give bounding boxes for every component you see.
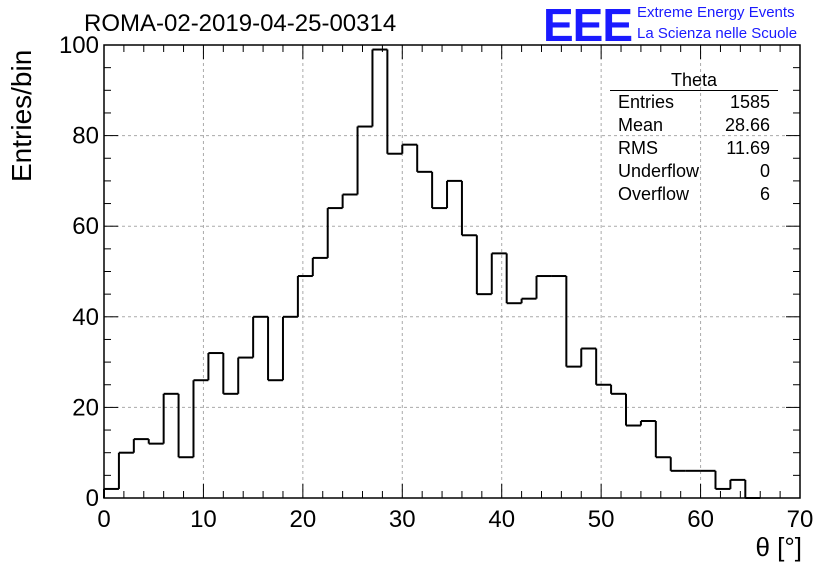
y-tick-label: 20	[72, 394, 99, 421]
axis-ticks	[103, 44, 801, 499]
stats-row-underflow: Underflow 0	[610, 160, 778, 183]
x-tick-label: 0	[97, 506, 110, 533]
x-tick-label: 10	[190, 506, 217, 533]
stats-row-overflow: Overflow 6	[610, 183, 778, 206]
stats-label: Mean	[618, 115, 664, 135]
y-tick-label: 0	[86, 485, 99, 512]
stats-label: RMS	[618, 138, 658, 158]
grid-lines	[104, 45, 800, 498]
run-title: ROMA-02-2019-04-25-00314	[84, 10, 397, 37]
x-tick-label: 20	[290, 506, 317, 533]
logo-line-2: La Scienza nelle Scuole	[637, 25, 798, 42]
eee-logo: EEE	[543, 0, 633, 51]
y-tick-label: 40	[72, 304, 99, 331]
stats-row-entries: Entries 1585	[610, 91, 778, 114]
y-tick-label: 80	[72, 123, 99, 150]
stats-value: 1585	[729, 92, 770, 112]
stats-row-rms: RMS 11.69	[610, 137, 778, 160]
histogram-series	[103, 48, 761, 499]
x-tick-label: 30	[389, 506, 416, 533]
stats-box: Theta Entries 1585 Mean 28.66 RMS 11.69 …	[610, 70, 778, 206]
x-tick-label: 70	[787, 506, 814, 533]
x-axis-label: θ [°]	[755, 532, 802, 562]
stats-row-mean: Mean 28.66	[610, 114, 778, 137]
logo-line-1: Extreme Energy Events	[637, 4, 795, 21]
stats-value: 28.66	[724, 115, 770, 135]
stats-label: Underflow	[618, 161, 700, 181]
stats-label: Entries	[618, 92, 675, 112]
stats-value: 6	[759, 184, 770, 204]
x-tick-label: 60	[687, 506, 714, 533]
stats-value: 0	[759, 161, 770, 181]
x-tick-label: 40	[488, 506, 515, 533]
stats-box-title: Theta	[610, 70, 778, 91]
stats-label: Overflow	[618, 184, 690, 204]
x-tick-label: 50	[588, 506, 615, 533]
y-axis-label: Entries/bin	[6, 49, 37, 182]
y-tick-label: 100	[59, 32, 99, 59]
y-tick-label: 60	[72, 213, 99, 240]
stats-value: 11.69	[726, 138, 770, 158]
